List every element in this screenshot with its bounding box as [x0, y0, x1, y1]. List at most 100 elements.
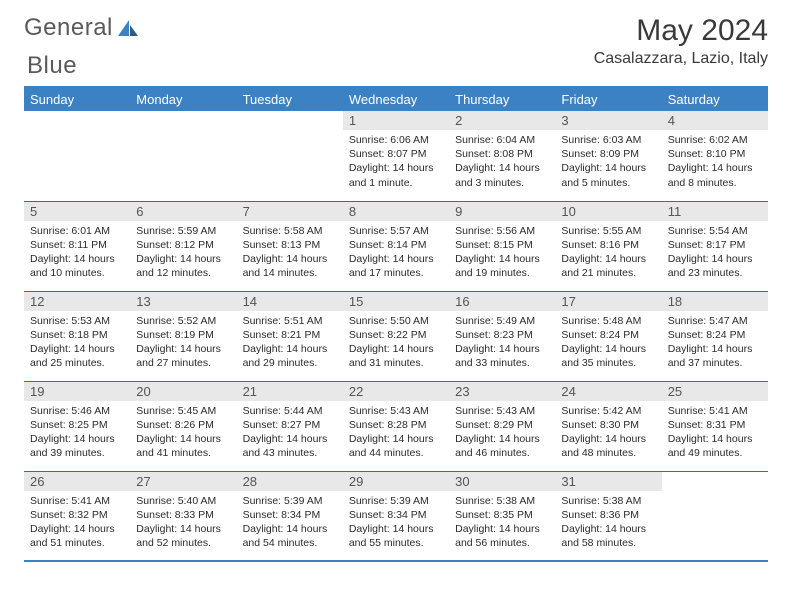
day-details: Sunrise: 5:48 AMSunset: 8:24 PMDaylight:… — [555, 311, 661, 375]
day-details: Sunrise: 5:46 AMSunset: 8:25 PMDaylight:… — [24, 401, 130, 465]
day-details: Sunrise: 5:53 AMSunset: 8:18 PMDaylight:… — [24, 311, 130, 375]
calendar-day-cell: 17Sunrise: 5:48 AMSunset: 8:24 PMDayligh… — [555, 291, 661, 381]
sunrise-text: Sunrise: 5:44 AM — [243, 404, 337, 418]
sunset-text: Sunset: 8:24 PM — [668, 328, 762, 342]
sunset-text: Sunset: 8:34 PM — [243, 508, 337, 522]
sunrise-text: Sunrise: 5:42 AM — [561, 404, 655, 418]
day-details: Sunrise: 6:04 AMSunset: 8:08 PMDaylight:… — [449, 130, 555, 194]
sunrise-text: Sunrise: 6:06 AM — [349, 133, 443, 147]
sunset-text: Sunset: 8:36 PM — [561, 508, 655, 522]
daylight-text: Daylight: 14 hours and 17 minutes. — [349, 252, 443, 280]
daylight-text: Daylight: 14 hours and 54 minutes. — [243, 522, 337, 550]
daylight-text: Daylight: 14 hours and 12 minutes. — [136, 252, 230, 280]
calendar-day-cell: 3Sunrise: 6:03 AMSunset: 8:09 PMDaylight… — [555, 111, 661, 201]
day-number: 10 — [555, 202, 661, 221]
day-details: Sunrise: 5:38 AMSunset: 8:36 PMDaylight:… — [555, 491, 661, 555]
daylight-text: Daylight: 14 hours and 37 minutes. — [668, 342, 762, 370]
sunset-text: Sunset: 8:10 PM — [668, 147, 762, 161]
calendar-day-cell: 24Sunrise: 5:42 AMSunset: 8:30 PMDayligh… — [555, 381, 661, 471]
daylight-text: Daylight: 14 hours and 43 minutes. — [243, 432, 337, 460]
daylight-text: Daylight: 14 hours and 14 minutes. — [243, 252, 337, 280]
day-number: 16 — [449, 292, 555, 311]
sunrise-text: Sunrise: 5:43 AM — [455, 404, 549, 418]
day-number: 28 — [237, 472, 343, 491]
day-details: Sunrise: 5:54 AMSunset: 8:17 PMDaylight:… — [662, 221, 768, 285]
weekday-header: Saturday — [662, 88, 768, 111]
sunrise-text: Sunrise: 5:39 AM — [349, 494, 443, 508]
calendar-week-row: 5Sunrise: 6:01 AMSunset: 8:11 PMDaylight… — [24, 201, 768, 291]
day-number: 29 — [343, 472, 449, 491]
calendar-day-cell: 21Sunrise: 5:44 AMSunset: 8:27 PMDayligh… — [237, 381, 343, 471]
day-details: Sunrise: 5:39 AMSunset: 8:34 PMDaylight:… — [343, 491, 449, 555]
daylight-text: Daylight: 14 hours and 29 minutes. — [243, 342, 337, 370]
sunset-text: Sunset: 8:26 PM — [136, 418, 230, 432]
daylight-text: Daylight: 14 hours and 35 minutes. — [561, 342, 655, 370]
day-details: Sunrise: 5:49 AMSunset: 8:23 PMDaylight:… — [449, 311, 555, 375]
calendar-day-cell: 30Sunrise: 5:38 AMSunset: 8:35 PMDayligh… — [449, 471, 555, 561]
calendar-day-cell: 27Sunrise: 5:40 AMSunset: 8:33 PMDayligh… — [130, 471, 236, 561]
sunset-text: Sunset: 8:08 PM — [455, 147, 549, 161]
calendar-day-cell — [662, 471, 768, 561]
sunset-text: Sunset: 8:18 PM — [30, 328, 124, 342]
logo: General — [24, 14, 139, 42]
calendar-day-cell: 23Sunrise: 5:43 AMSunset: 8:29 PMDayligh… — [449, 381, 555, 471]
sunrise-text: Sunrise: 5:45 AM — [136, 404, 230, 418]
day-number: 4 — [662, 111, 768, 130]
daylight-text: Daylight: 14 hours and 52 minutes. — [136, 522, 230, 550]
daylight-text: Daylight: 14 hours and 39 minutes. — [30, 432, 124, 460]
weekday-header: Sunday — [24, 88, 130, 111]
daylight-text: Daylight: 14 hours and 51 minutes. — [30, 522, 124, 550]
weekday-header: Wednesday — [343, 88, 449, 111]
calendar-day-cell: 9Sunrise: 5:56 AMSunset: 8:15 PMDaylight… — [449, 201, 555, 291]
day-details: Sunrise: 6:06 AMSunset: 8:07 PMDaylight:… — [343, 130, 449, 194]
sunset-text: Sunset: 8:23 PM — [455, 328, 549, 342]
sunset-text: Sunset: 8:30 PM — [561, 418, 655, 432]
day-details: Sunrise: 5:45 AMSunset: 8:26 PMDaylight:… — [130, 401, 236, 465]
calendar-day-cell: 25Sunrise: 5:41 AMSunset: 8:31 PMDayligh… — [662, 381, 768, 471]
calendar-day-cell: 7Sunrise: 5:58 AMSunset: 8:13 PMDaylight… — [237, 201, 343, 291]
sunrise-text: Sunrise: 5:56 AM — [455, 224, 549, 238]
daylight-text: Daylight: 14 hours and 58 minutes. — [561, 522, 655, 550]
calendar-day-cell — [24, 111, 130, 201]
daylight-text: Daylight: 14 hours and 46 minutes. — [455, 432, 549, 460]
day-number: 9 — [449, 202, 555, 221]
sunrise-text: Sunrise: 5:55 AM — [561, 224, 655, 238]
day-details: Sunrise: 5:47 AMSunset: 8:24 PMDaylight:… — [662, 311, 768, 375]
daylight-text: Daylight: 14 hours and 41 minutes. — [136, 432, 230, 460]
calendar-day-cell: 4Sunrise: 6:02 AMSunset: 8:10 PMDaylight… — [662, 111, 768, 201]
day-details: Sunrise: 5:59 AMSunset: 8:12 PMDaylight:… — [130, 221, 236, 285]
sunrise-text: Sunrise: 5:39 AM — [243, 494, 337, 508]
sunrise-text: Sunrise: 6:01 AM — [30, 224, 124, 238]
sunset-text: Sunset: 8:28 PM — [349, 418, 443, 432]
calendar-week-row: 26Sunrise: 5:41 AMSunset: 8:32 PMDayligh… — [24, 471, 768, 561]
day-number: 11 — [662, 202, 768, 221]
daylight-text: Daylight: 14 hours and 55 minutes. — [349, 522, 443, 550]
daylight-text: Daylight: 14 hours and 31 minutes. — [349, 342, 443, 370]
day-number: 27 — [130, 472, 236, 491]
daylight-text: Daylight: 14 hours and 3 minutes. — [455, 161, 549, 189]
day-number: 30 — [449, 472, 555, 491]
sunset-text: Sunset: 8:11 PM — [30, 238, 124, 252]
logo-text-general: General — [24, 14, 113, 42]
day-number: 12 — [24, 292, 130, 311]
calendar-day-cell: 29Sunrise: 5:39 AMSunset: 8:34 PMDayligh… — [343, 471, 449, 561]
day-number: 24 — [555, 382, 661, 401]
day-number: 22 — [343, 382, 449, 401]
sunrise-text: Sunrise: 5:48 AM — [561, 314, 655, 328]
weekday-header: Tuesday — [237, 88, 343, 111]
sunrise-text: Sunrise: 5:49 AM — [455, 314, 549, 328]
calendar-week-row: 12Sunrise: 5:53 AMSunset: 8:18 PMDayligh… — [24, 291, 768, 381]
day-details: Sunrise: 6:02 AMSunset: 8:10 PMDaylight:… — [662, 130, 768, 194]
daylight-text: Daylight: 14 hours and 10 minutes. — [30, 252, 124, 280]
day-details: Sunrise: 5:50 AMSunset: 8:22 PMDaylight:… — [343, 311, 449, 375]
day-details: Sunrise: 5:44 AMSunset: 8:27 PMDaylight:… — [237, 401, 343, 465]
day-number: 15 — [343, 292, 449, 311]
calendar-day-cell: 6Sunrise: 5:59 AMSunset: 8:12 PMDaylight… — [130, 201, 236, 291]
sunset-text: Sunset: 8:29 PM — [455, 418, 549, 432]
day-number: 5 — [24, 202, 130, 221]
daylight-text: Daylight: 14 hours and 44 minutes. — [349, 432, 443, 460]
sunset-text: Sunset: 8:21 PM — [243, 328, 337, 342]
sunrise-text: Sunrise: 5:41 AM — [668, 404, 762, 418]
calendar-day-cell — [130, 111, 236, 201]
sunset-text: Sunset: 8:16 PM — [561, 238, 655, 252]
